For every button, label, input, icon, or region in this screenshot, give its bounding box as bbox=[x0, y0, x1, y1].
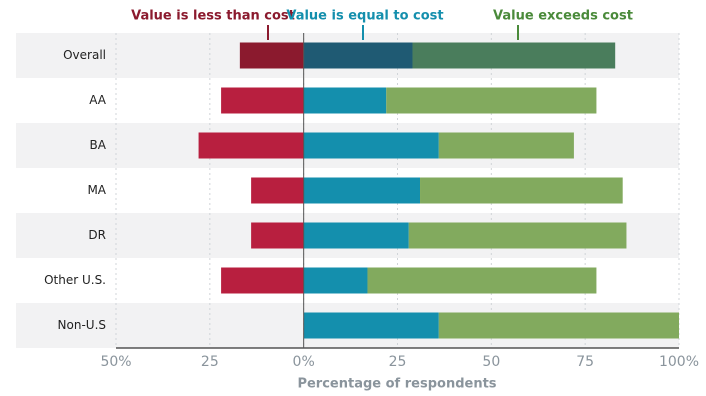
x-axis-label: Percentage of respondents bbox=[297, 377, 496, 392]
bar bbox=[420, 177, 623, 204]
bar bbox=[303, 267, 368, 294]
bar bbox=[438, 132, 574, 159]
bar bbox=[386, 87, 597, 114]
bar bbox=[239, 42, 304, 69]
y-tick-label: Other U.S. bbox=[44, 273, 106, 287]
legend-label: Value is less than cost bbox=[131, 9, 295, 24]
bar bbox=[303, 177, 421, 204]
bar bbox=[438, 312, 679, 339]
x-tick-label: 0% bbox=[293, 354, 315, 370]
bar bbox=[251, 177, 304, 204]
legend-label: Value is equal to cost bbox=[286, 9, 443, 24]
bar bbox=[221, 267, 304, 294]
y-tick-label: DR bbox=[88, 228, 106, 242]
bar bbox=[221, 87, 304, 114]
bar bbox=[412, 42, 616, 69]
x-tick-label: 50 bbox=[482, 354, 500, 370]
bar bbox=[408, 222, 627, 249]
y-tick-label: Non-U.S bbox=[58, 318, 106, 332]
bar bbox=[303, 132, 439, 159]
x-tick-label: 25 bbox=[389, 354, 407, 370]
x-tick-label: 25 bbox=[201, 354, 219, 370]
legend-label: Value exceeds cost bbox=[493, 9, 633, 24]
y-tick-label: AA bbox=[89, 93, 107, 107]
x-tick-label: 100% bbox=[659, 354, 699, 370]
bar bbox=[367, 267, 597, 294]
x-tick-label: 50% bbox=[100, 354, 131, 370]
bar bbox=[251, 222, 304, 249]
bar bbox=[303, 312, 439, 339]
bar bbox=[303, 222, 409, 249]
bar bbox=[303, 87, 387, 114]
bar bbox=[303, 42, 413, 69]
y-tick-label: BA bbox=[90, 138, 107, 152]
y-tick-label: Overall bbox=[63, 48, 106, 62]
x-tick-label: 75 bbox=[576, 354, 594, 370]
y-tick-label: MA bbox=[87, 183, 106, 197]
bar bbox=[198, 132, 304, 159]
